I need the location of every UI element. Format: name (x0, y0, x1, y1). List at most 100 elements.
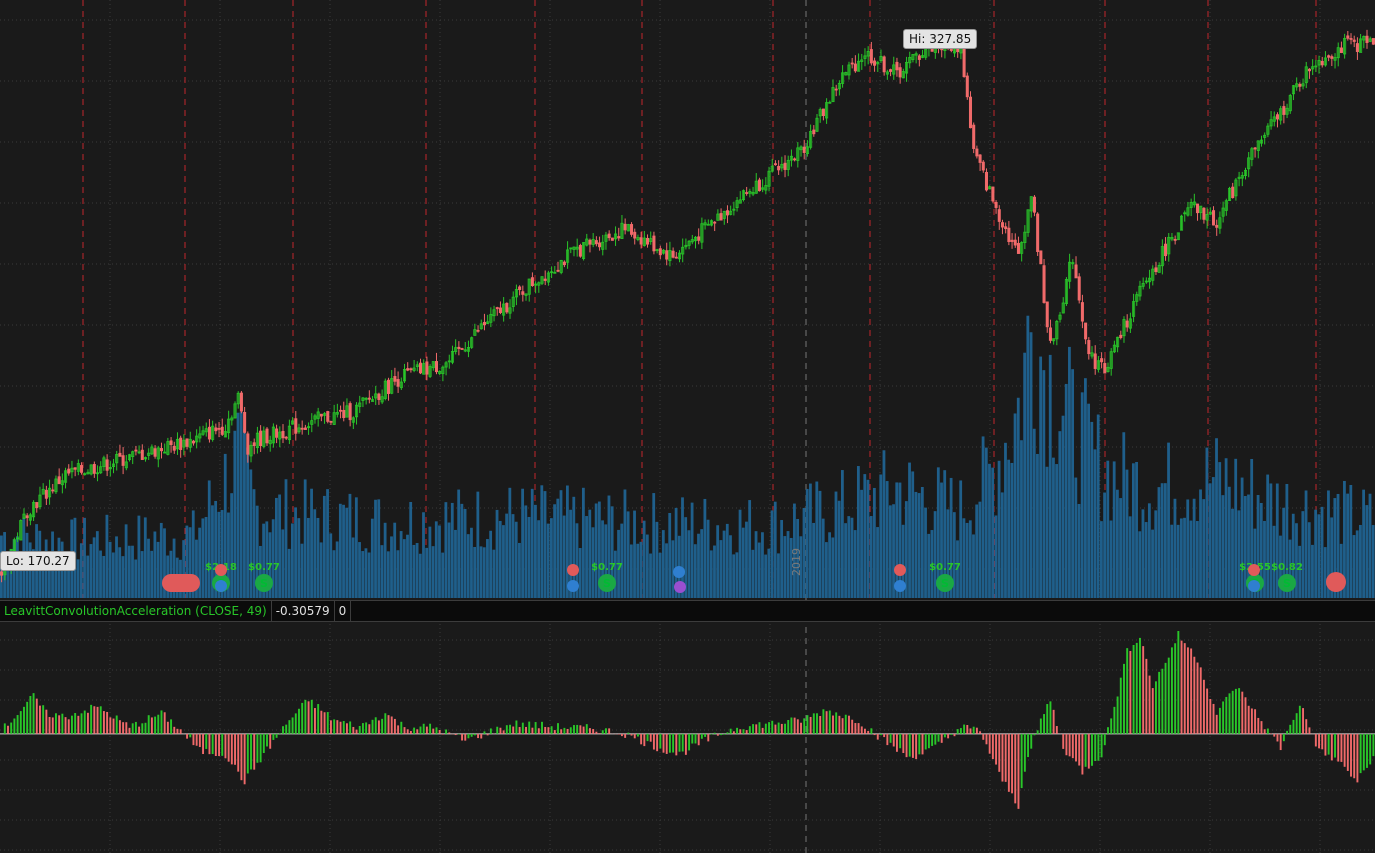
volume-bar (310, 488, 313, 598)
candle-body (121, 455, 125, 466)
volume-bar (54, 557, 58, 598)
volume-bar (402, 539, 406, 598)
candle-body (1275, 114, 1279, 120)
candle-body (729, 210, 733, 215)
volume-bar (300, 543, 304, 598)
candle-body (1362, 36, 1366, 41)
volume-bar (968, 520, 972, 598)
candle-body (1359, 38, 1363, 53)
volume-bar (31, 549, 35, 598)
candle-body (780, 164, 784, 169)
volume-bar (1333, 498, 1337, 598)
candle-body (463, 349, 467, 352)
candle-body (508, 307, 512, 314)
candle-body (1285, 107, 1289, 115)
candle-body (41, 488, 45, 495)
candle-body (486, 321, 490, 325)
candle-body (275, 428, 279, 438)
candle-body (108, 467, 112, 470)
candle-body (166, 441, 170, 455)
volume-bar (316, 517, 320, 598)
volume-bar (1352, 535, 1356, 598)
candle-body (687, 240, 691, 246)
candle-body (207, 426, 211, 440)
volume-bar (450, 502, 454, 598)
candle-body (246, 433, 250, 455)
volume-bar (1253, 528, 1257, 598)
candle-body (741, 190, 745, 201)
volume-bar (418, 553, 422, 598)
candle-body (1218, 217, 1222, 229)
volume-bar (182, 540, 186, 598)
candle-body (697, 236, 701, 241)
volume-bar (338, 503, 342, 598)
candle-body (837, 82, 841, 90)
volume-bar (786, 531, 790, 598)
candle-body (1000, 222, 1004, 228)
candle-body (48, 487, 52, 498)
candle-body (450, 350, 454, 363)
candle-body (569, 247, 573, 250)
candle-body (1007, 227, 1011, 243)
volume-bar (719, 540, 723, 598)
candle-body (869, 49, 873, 64)
volume-bar (1237, 510, 1241, 598)
candle-body (556, 269, 560, 272)
candle-body (530, 277, 534, 287)
volume-bar (617, 529, 620, 598)
volume-bar (869, 516, 873, 598)
candle-body (1087, 340, 1091, 355)
candle-body (1311, 66, 1315, 70)
candle-body (313, 415, 317, 420)
volume-bar (1163, 483, 1167, 598)
volume-bar (380, 545, 384, 598)
candle-body (364, 397, 368, 400)
candle-body (1301, 83, 1305, 87)
candle-body (1029, 196, 1033, 212)
candle-body (716, 213, 720, 221)
volume-bar (1317, 514, 1321, 598)
volume-bar (978, 501, 982, 598)
candle-body (777, 165, 781, 171)
candle-body (562, 261, 566, 266)
candle-body (12, 539, 16, 552)
candle-body (399, 381, 403, 389)
candle-body (585, 238, 589, 246)
volume-bar (633, 510, 636, 598)
candle-body (521, 291, 525, 295)
volume-bar (780, 520, 784, 598)
volume-bar (1349, 484, 1353, 598)
study-name[interactable]: LeavittConvolutionAcceleration (CLOSE, 4… (0, 601, 272, 621)
volume-bar (636, 543, 640, 598)
volume-bar (1227, 486, 1231, 598)
candle-body (802, 146, 806, 153)
volume-bar (562, 515, 566, 598)
volume-bar (1189, 520, 1193, 598)
candle-body (1103, 363, 1107, 374)
candle-body (239, 392, 243, 412)
volume-bar (876, 527, 879, 598)
candle-body (22, 513, 26, 519)
volume-bar (1077, 503, 1081, 598)
candle-body (99, 466, 103, 474)
candle-body (518, 286, 522, 291)
volume-bar (924, 507, 927, 598)
conference-call-icon (894, 564, 906, 576)
candle-body (575, 246, 579, 250)
candle-body (719, 213, 723, 221)
candle-body (1307, 68, 1311, 72)
volume-bar (834, 491, 838, 598)
volume-bar (86, 555, 90, 598)
volume-bar (511, 514, 515, 598)
volume-bar (1285, 483, 1289, 598)
conference-call-icon (1326, 572, 1346, 592)
volume-bar (735, 552, 739, 598)
volume-bar (1074, 477, 1078, 598)
candle-body (422, 363, 426, 375)
volume-bar (649, 553, 652, 598)
volume-bar (546, 523, 550, 598)
dividend-icon (936, 574, 954, 592)
volume-bar (1103, 492, 1106, 598)
candle-body (345, 405, 349, 418)
